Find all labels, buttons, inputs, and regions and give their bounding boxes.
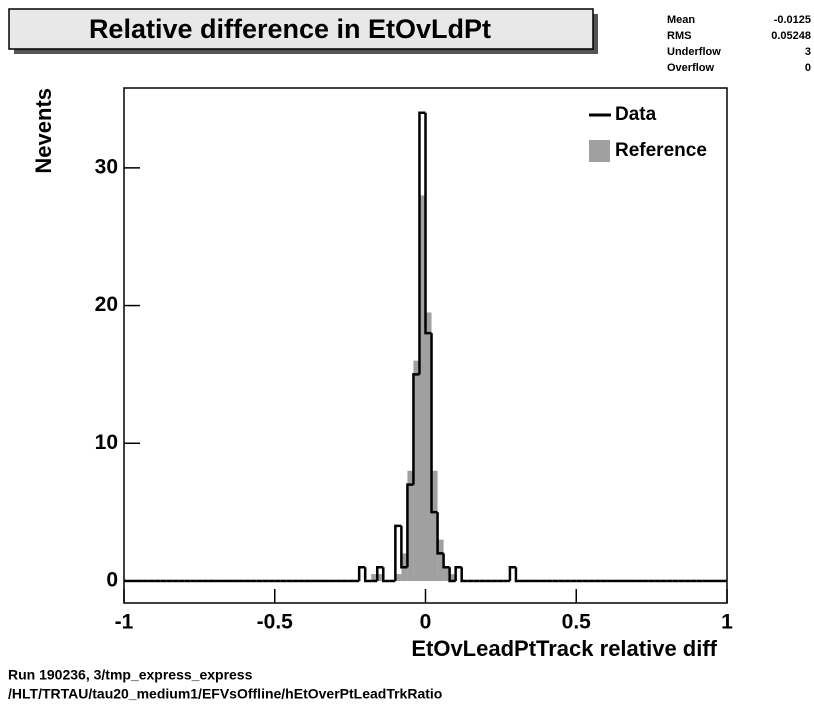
stat-label: Underflow <box>667 46 721 58</box>
stat-value: 0 <box>805 62 811 74</box>
step <box>430 333 438 514</box>
x-tick-label: -0.5 <box>257 611 294 634</box>
step <box>406 483 414 568</box>
step <box>357 565 366 581</box>
stat-value: 3 <box>805 46 811 58</box>
bar <box>425 312 432 581</box>
y-tick-label: 30 <box>95 155 118 178</box>
step <box>394 524 402 581</box>
chart-title: Relative difference in EtOvLdPt <box>89 14 491 44</box>
step <box>412 373 420 485</box>
stats-box <box>640 8 813 88</box>
x-axis-label: EtOvLeadPtTrack relative diff <box>411 636 717 661</box>
bar <box>407 470 414 581</box>
y-tick-label: 10 <box>95 431 118 454</box>
legend-label: Reference <box>615 140 707 161</box>
y-tick-label: 0 <box>106 569 118 592</box>
x-tick-label: 1 <box>721 611 733 634</box>
step <box>454 565 462 581</box>
legend-label: Data <box>615 104 657 125</box>
bar <box>449 574 456 581</box>
step <box>382 567 390 583</box>
stat-value: -0.0125 <box>774 14 811 26</box>
step <box>418 111 426 375</box>
step <box>376 565 384 581</box>
step <box>442 553 450 569</box>
footer-line: /HLT/TRTAU/tau20_medium1/EFVsOffline/hEt… <box>8 686 442 702</box>
footer-line: Run 190236, 3/tmp_express_express <box>8 667 253 683</box>
title-box <box>8 8 594 50</box>
step <box>448 567 456 583</box>
legend-swatch <box>589 140 610 162</box>
step <box>400 525 408 569</box>
stat-value: 0.05248 <box>771 30 811 42</box>
step <box>508 565 516 581</box>
bar <box>431 470 438 581</box>
bar <box>377 574 384 581</box>
y-axis-label: Nevents <box>31 88 56 174</box>
x-tick-label: 0 <box>420 611 432 634</box>
stat-label: RMS <box>667 30 691 42</box>
step <box>436 512 444 555</box>
bar <box>413 360 420 581</box>
x-tick-label: 0.5 <box>562 611 592 634</box>
bar <box>443 567 450 581</box>
bar <box>371 574 378 581</box>
stat-label: Mean <box>667 14 695 26</box>
bar <box>395 574 402 581</box>
x-tick-label: -1 <box>115 611 134 634</box>
bar <box>437 539 444 581</box>
bar <box>419 195 426 581</box>
step <box>424 112 432 335</box>
stat-label: Overflow <box>667 62 715 74</box>
y-tick-label: 20 <box>95 293 118 316</box>
step <box>514 567 522 583</box>
step <box>460 567 468 583</box>
step <box>363 567 372 583</box>
